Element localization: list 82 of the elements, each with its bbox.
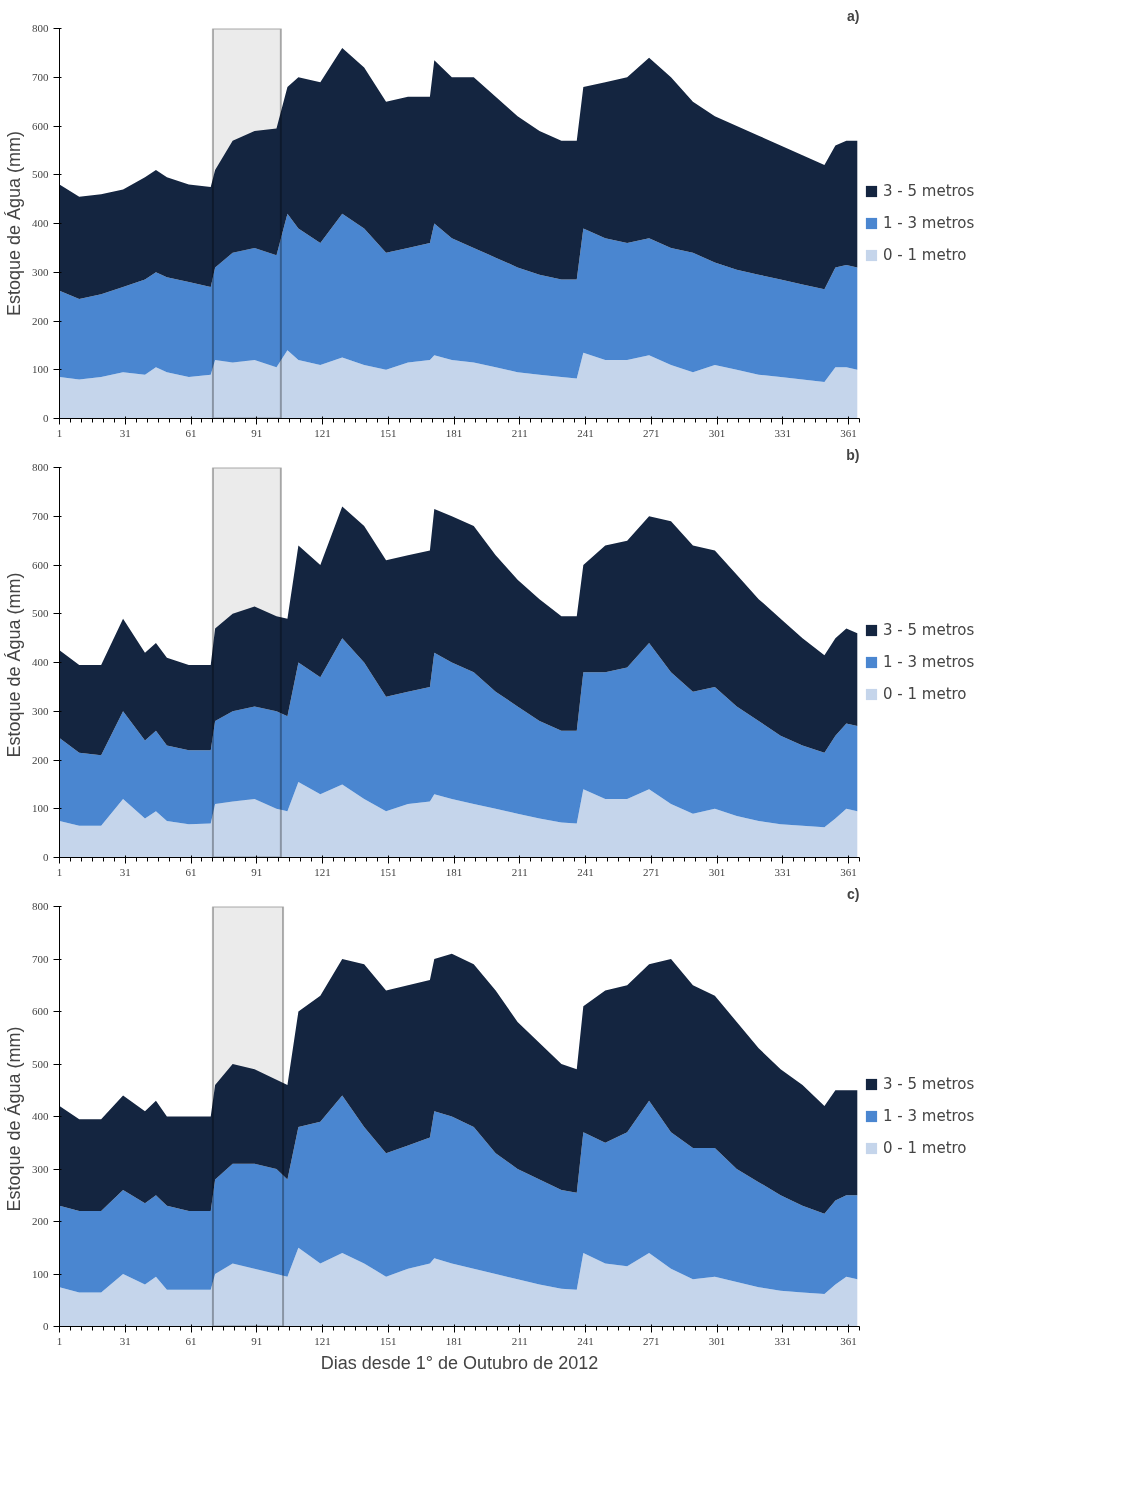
- x-tick-label: 1: [56, 426, 63, 439]
- y-tick-label: 500: [32, 1057, 49, 1070]
- y-tick-label: 800: [32, 900, 49, 912]
- y-tick-label: 300: [32, 1162, 49, 1175]
- y-tick-label: 0: [43, 412, 49, 424]
- legend-label: 0 - 1 metro: [883, 1139, 967, 1157]
- x-tick-label: 91: [251, 865, 263, 878]
- y-tick-label: 300: [32, 704, 49, 717]
- x-tick-label: 151: [380, 865, 397, 878]
- y-tick-label: 100: [32, 363, 49, 376]
- legend-label: 3 - 5 metros: [883, 182, 975, 200]
- y-tick-label: 200: [32, 1215, 49, 1227]
- y-tick-label: 600: [32, 1005, 49, 1017]
- y-tick-label: 700: [32, 509, 49, 522]
- chart-title: c): [847, 885, 860, 902]
- x-tick-label: 301: [708, 1334, 726, 1347]
- legend-label: 3 - 5 metros: [883, 621, 975, 639]
- x-tick-label: 91: [251, 426, 263, 439]
- x-tick-label: 1: [56, 865, 63, 878]
- y-tick-label: 800: [32, 461, 49, 473]
- legend-label: 1 - 3 metros: [883, 214, 975, 232]
- y-tick-label: 300: [32, 265, 49, 278]
- x-tick-label: 271: [643, 426, 660, 439]
- x-tick-label: 31: [119, 1334, 131, 1347]
- y-tick-label: 100: [32, 1267, 49, 1280]
- y-tick-label: 500: [32, 607, 49, 620]
- y-axis-title: Estoque de Água (mm): [4, 130, 24, 317]
- y-tick-label: 500: [32, 168, 49, 181]
- x-tick-label: 61: [185, 1334, 197, 1347]
- x-tick-label: 241: [577, 1334, 594, 1347]
- x-tick-label: 181: [445, 1334, 463, 1347]
- x-tick-label: 271: [643, 865, 660, 878]
- x-tick-label: 61: [185, 426, 197, 439]
- legend-label: 1 - 3 metros: [883, 653, 975, 671]
- x-tick-label: 211: [511, 1334, 528, 1347]
- x-tick-label: 361: [840, 426, 857, 439]
- x-tick-label: 241: [577, 865, 594, 878]
- y-tick-label: 600: [32, 119, 49, 132]
- x-tick-label: 361: [840, 1334, 857, 1347]
- y-tick-label: 600: [32, 558, 49, 571]
- x-tick-label: 301: [708, 865, 726, 878]
- x-tick-label: 331: [774, 865, 792, 878]
- legend-label: 1 - 3 metros: [883, 1107, 975, 1125]
- y-tick-label: 100: [32, 802, 49, 815]
- y-tick-label: 400: [32, 217, 49, 229]
- y-tick-label: 700: [32, 952, 49, 965]
- x-tick-label: 241: [577, 426, 594, 439]
- x-tick-label: 181: [445, 426, 463, 439]
- x-tick-label: 331: [774, 1334, 792, 1347]
- x-tick-label: 211: [511, 865, 528, 878]
- y-axis-title: Estoque de Água (mm): [4, 572, 24, 758]
- y-tick-label: 200: [32, 314, 49, 327]
- x-tick-label: 331: [774, 426, 792, 439]
- x-tick-label: 31: [119, 426, 131, 439]
- x-tick-label: 91: [251, 1334, 263, 1347]
- x-tick-label: 121: [314, 865, 331, 878]
- y-tick-label: 0: [43, 1320, 49, 1332]
- legend-label: 3 - 5 metros: [883, 1075, 975, 1093]
- legend-label: 0 - 1 metro: [883, 685, 967, 703]
- x-tick-label: 181: [445, 865, 463, 878]
- y-tick-label: 200: [32, 753, 49, 766]
- x-tick-label: 361: [840, 865, 857, 878]
- x-tick-label: 1: [56, 1334, 63, 1347]
- chart-title: b): [846, 446, 860, 463]
- y-tick-label: 700: [32, 70, 49, 83]
- x-tick-label: 121: [314, 426, 331, 439]
- x-tick-label: 271: [643, 1334, 660, 1347]
- x-tick-label: 121: [314, 1334, 331, 1347]
- x-tick-label: 61: [185, 865, 197, 878]
- x-tick-label: 31: [119, 865, 131, 878]
- y-tick-label: 800: [32, 22, 49, 34]
- y-tick-label: 400: [32, 1110, 49, 1122]
- y-axis-title: Estoque de Água (mm): [4, 1026, 24, 1212]
- legend-label: 0 - 1 metro: [883, 246, 967, 264]
- chart-title: a): [847, 7, 860, 24]
- x-tick-label: 211: [511, 426, 528, 439]
- x-tick-label: 301: [708, 426, 726, 439]
- y-tick-label: 400: [32, 656, 49, 668]
- x-tick-label: 151: [380, 1334, 397, 1347]
- x-tick-label: 151: [380, 426, 397, 439]
- y-tick-label: 0: [43, 851, 49, 863]
- x-axis-title: Dias desde 1° de Outubro de 2012: [320, 1352, 599, 1373]
